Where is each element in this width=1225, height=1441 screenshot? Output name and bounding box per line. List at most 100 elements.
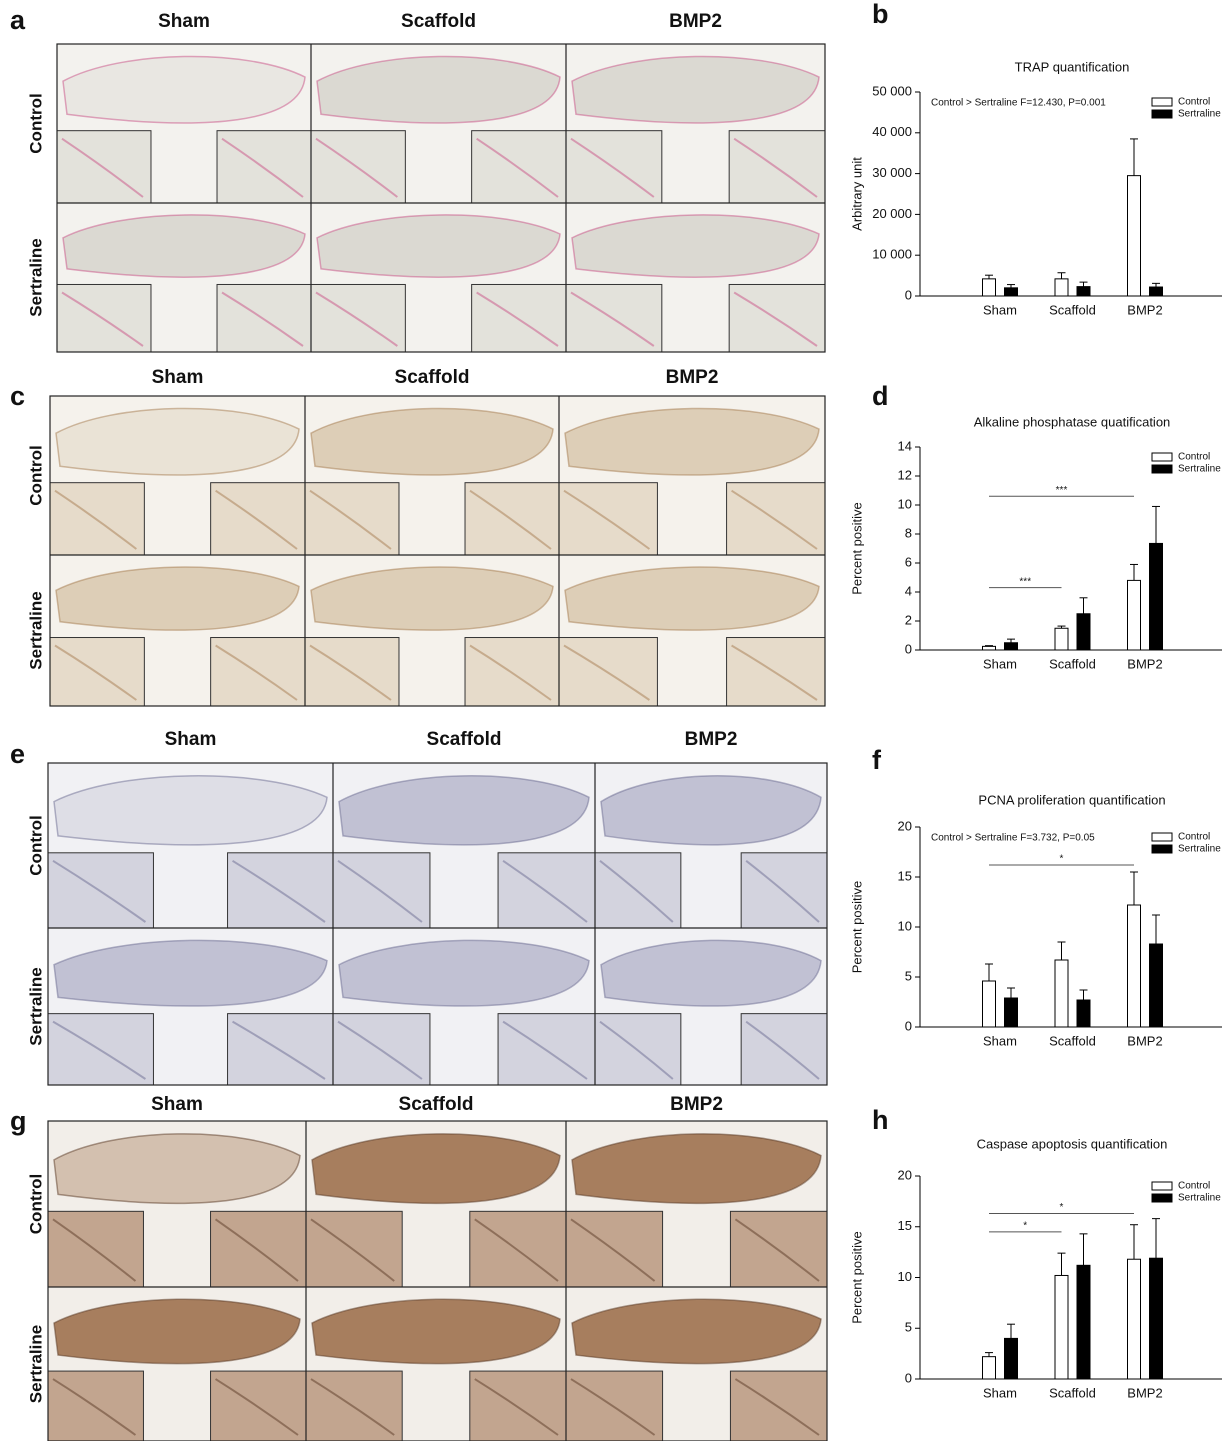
y-tick-label: 5	[905, 968, 912, 983]
legend-label: Sertraline	[1178, 464, 1221, 475]
bar	[983, 981, 996, 1027]
y-tick-label: 10 000	[872, 247, 912, 262]
legend-label: Control	[1178, 97, 1210, 108]
bar	[1128, 176, 1141, 296]
x-tick-label: Scaffold	[1049, 1385, 1096, 1400]
y-tick-label: 50 000	[872, 83, 912, 98]
row-label: Control	[26, 1174, 45, 1234]
y-tick-label: 0	[905, 641, 912, 656]
y-tick-label: 0	[905, 1018, 912, 1033]
panel-letter: d	[872, 381, 889, 411]
column-header: BMP2	[685, 729, 738, 750]
bar	[1005, 1338, 1018, 1379]
panel-letter: c	[10, 381, 25, 411]
bar	[1150, 944, 1163, 1027]
x-tick-label: Sham	[983, 656, 1017, 671]
y-tick-label: 20	[898, 818, 912, 833]
bar	[1150, 287, 1163, 296]
x-tick-label: BMP2	[1127, 302, 1162, 317]
legend-swatch	[1152, 465, 1172, 473]
y-tick-label: 0	[905, 1370, 912, 1385]
bar	[1150, 1258, 1163, 1379]
row-label: Sertraline	[26, 591, 45, 669]
figure: aShamScaffoldBMP2ControlSertralinecShamS…	[0, 0, 1225, 1441]
panel-letter: e	[10, 739, 25, 769]
y-tick-label: 20 000	[872, 206, 912, 221]
legend-swatch	[1152, 98, 1172, 106]
y-axis-label: Percent positive	[849, 1231, 864, 1324]
significance-label: *	[1023, 1220, 1027, 1231]
column-header: Sham	[152, 367, 204, 388]
x-tick-label: Sham	[983, 1385, 1017, 1400]
row-label: Sertraline	[26, 238, 45, 316]
x-tick-label: Scaffold	[1049, 1033, 1096, 1048]
chart-title: TRAP quantification	[1015, 59, 1130, 74]
legend-swatch	[1152, 453, 1172, 461]
y-tick-label: 10	[898, 496, 912, 511]
chart-title: PCNA proliferation quantification	[978, 792, 1165, 807]
column-header: Scaffold	[395, 367, 470, 388]
y-axis-label: Arbitrary unit	[849, 157, 864, 231]
bar	[1128, 905, 1141, 1027]
legend-label: Sertraline	[1178, 109, 1221, 120]
x-tick-label: Sham	[983, 1033, 1017, 1048]
y-tick-label: 2	[905, 612, 912, 627]
y-tick-label: 10	[898, 918, 912, 933]
bar	[1055, 628, 1068, 650]
column-header: Scaffold	[401, 11, 476, 32]
bar	[1055, 279, 1068, 296]
bar	[1077, 614, 1090, 650]
legend-label: Sertraline	[1178, 1193, 1221, 1204]
bar	[983, 1357, 996, 1379]
legend-swatch	[1152, 845, 1172, 853]
significance-label: ***	[1056, 485, 1068, 496]
x-tick-label: BMP2	[1127, 1033, 1162, 1048]
bar	[983, 646, 996, 650]
bar	[983, 279, 996, 296]
x-tick-label: Scaffold	[1049, 302, 1096, 317]
bar	[1055, 960, 1068, 1027]
row-label: Sertraline	[26, 1325, 45, 1403]
annotation: Control > Sertraline F=3.732, P=0.05	[931, 833, 1095, 844]
y-tick-label: 4	[905, 583, 912, 598]
column-header: Sham	[151, 1094, 203, 1115]
panel-letter: b	[872, 0, 889, 29]
significance-label: *	[1060, 1202, 1064, 1213]
legend-label: Control	[1178, 832, 1210, 843]
bar	[1128, 1259, 1141, 1379]
y-tick-label: 8	[905, 525, 912, 540]
column-header: BMP2	[666, 367, 719, 388]
y-tick-label: 14	[898, 438, 912, 453]
legend-swatch	[1152, 110, 1172, 118]
y-tick-label: 12	[898, 467, 912, 482]
bar	[1055, 1275, 1068, 1379]
bar	[1128, 580, 1141, 650]
y-tick-label: 15	[898, 1218, 912, 1233]
legend-swatch	[1152, 1182, 1172, 1190]
legend-swatch	[1152, 1194, 1172, 1202]
panel-letter: f	[872, 745, 882, 775]
y-tick-label: 5	[905, 1320, 912, 1335]
panel-letter: h	[872, 1105, 889, 1135]
y-tick-label: 30 000	[872, 165, 912, 180]
y-axis-label: Percent positive	[849, 502, 864, 595]
x-tick-label: BMP2	[1127, 1385, 1162, 1400]
row-label: Control	[26, 445, 45, 505]
y-tick-label: 20	[898, 1167, 912, 1182]
significance-label: *	[1060, 854, 1064, 865]
bar	[1005, 288, 1018, 296]
panel-letter: g	[10, 1106, 27, 1136]
y-tick-label: 10	[898, 1269, 912, 1284]
column-header: BMP2	[669, 11, 722, 32]
y-tick-label: 15	[898, 868, 912, 883]
legend-label: Control	[1178, 452, 1210, 463]
significance-label: ***	[1019, 576, 1031, 587]
legend-label: Sertraline	[1178, 844, 1221, 855]
y-tick-label: 6	[905, 554, 912, 569]
column-header: Sham	[165, 729, 217, 750]
column-header: Scaffold	[427, 729, 502, 750]
column-header: Scaffold	[399, 1094, 474, 1115]
panel-letter: a	[10, 5, 26, 35]
row-label: Control	[26, 93, 45, 153]
x-tick-label: BMP2	[1127, 656, 1162, 671]
